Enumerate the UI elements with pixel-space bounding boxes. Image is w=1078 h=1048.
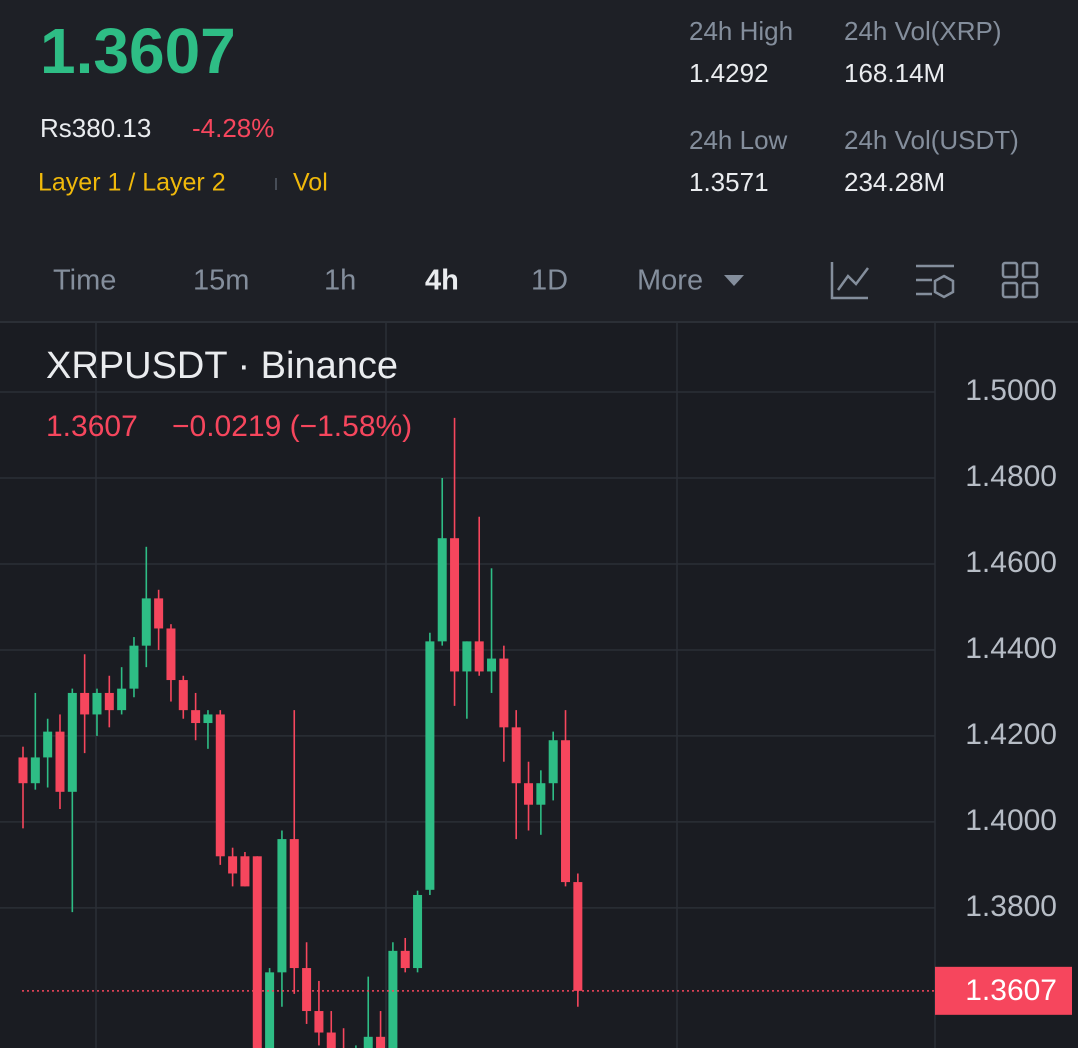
- candle-body: [425, 641, 435, 890]
- candle-body: [178, 680, 188, 711]
- candle-body: [104, 692, 114, 711]
- candle-body: [129, 645, 139, 689]
- candle-body: [252, 856, 262, 1048]
- stat-value: 168.14M: [844, 58, 945, 88]
- candle-body: [524, 783, 534, 805]
- candle-body: [240, 856, 250, 887]
- candle-body: [289, 839, 299, 969]
- tab[interactable]: 15m: [193, 265, 249, 297]
- stat-value: 1.4292: [689, 58, 769, 88]
- candle-body: [561, 740, 571, 883]
- candle-body: [511, 727, 521, 784]
- candle-body: [166, 628, 176, 681]
- tabs: Time 15m 1h 4h 1D More: [53, 265, 703, 297]
- candle-body: [191, 710, 201, 724]
- fiat-price: Rs380.13: [40, 113, 151, 143]
- candle-body: [573, 882, 583, 991]
- tab[interactable]: 1D: [531, 265, 568, 297]
- candle-body: [400, 950, 410, 969]
- tag[interactable]: Vol: [293, 169, 328, 197]
- stat-value: 1.3571: [689, 167, 769, 197]
- candle-body: [326, 1032, 336, 1048]
- candle-body: [314, 1011, 324, 1033]
- candle-body: [67, 692, 77, 792]
- candle-body: [450, 538, 460, 672]
- last-price-box: [935, 966, 1072, 1015]
- candle-body: [474, 641, 484, 672]
- candle-body: [265, 972, 275, 1048]
- change-value: −0.0219 (−1.58%): [172, 410, 412, 443]
- stat-label: 24h Low: [689, 125, 788, 155]
- y-tick-label: 1.4600: [965, 546, 1057, 579]
- stats: 24h High 1.4292 24h Vol(XRP) 168.14M 24h Low…: [689, 16, 1019, 197]
- last-price-label: 1.3607: [965, 974, 1057, 1007]
- chart-background: [0, 323, 1078, 1048]
- plot: [0, 391, 935, 1048]
- y-tick-label: 1.5000: [965, 374, 1057, 407]
- candle-body: [536, 783, 546, 805]
- stat-label: 24h Vol(USDT): [844, 125, 1019, 155]
- candle-body: [203, 714, 213, 724]
- candle-body: [413, 894, 423, 969]
- chart-type-icon[interactable]: [830, 262, 869, 300]
- y-tick-label: 1.4000: [965, 804, 1057, 837]
- candle-body: [462, 641, 472, 672]
- tab[interactable]: 4h: [425, 265, 459, 297]
- candle-body: [437, 538, 447, 642]
- candle-body: [117, 688, 127, 711]
- dropdown-arrow: [724, 275, 744, 286]
- candle-body: [80, 692, 90, 715]
- candle-body: [376, 1036, 386, 1048]
- candle-body: [92, 692, 102, 715]
- price-change: -4.28%: [192, 113, 274, 143]
- candle-body: [548, 740, 558, 784]
- candle-body: [30, 757, 40, 784]
- candle-body: [43, 731, 53, 758]
- tag[interactable]: Layer 1 / Layer 2: [38, 169, 226, 197]
- candle-body: [302, 968, 312, 1012]
- last-value: 1.3607: [46, 410, 138, 443]
- y-tick-label: 1.4800: [965, 460, 1057, 493]
- stat-label: 24h High: [689, 16, 793, 46]
- y-tick-label: 1.3800: [965, 890, 1057, 923]
- candle-body: [388, 950, 398, 1048]
- price: 1.3607: [40, 15, 236, 87]
- candle-body: [363, 1036, 373, 1048]
- y-tick-label: 1.4400: [965, 632, 1057, 665]
- layout-icon[interactable]: [1001, 261, 1039, 299]
- candle-body: [154, 598, 164, 629]
- stat-value: 234.28M: [844, 167, 945, 197]
- candle-body: [228, 856, 238, 874]
- candle-body: [215, 714, 225, 857]
- candle-body: [141, 598, 151, 646]
- candle-body: [55, 731, 65, 792]
- tab[interactable]: Time: [53, 265, 116, 297]
- chart-title: XRPUSDT · Binance: [46, 345, 398, 387]
- indicator-icon[interactable]: [916, 264, 955, 299]
- tab[interactable]: More: [637, 265, 703, 297]
- tab[interactable]: 1h: [324, 265, 356, 297]
- candle-body: [499, 658, 509, 728]
- candle-body: [18, 757, 28, 784]
- vertical-grid: [95, 323, 936, 1048]
- candle-body: [277, 839, 287, 973]
- candle-body: [487, 658, 497, 672]
- stat-label: 24h Vol(XRP): [844, 16, 1002, 46]
- y-tick-label: 1.4200: [965, 718, 1057, 751]
